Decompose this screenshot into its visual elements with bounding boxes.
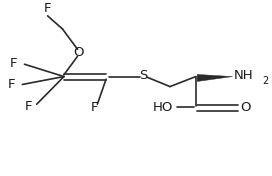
Text: HO: HO (153, 101, 173, 114)
Text: F: F (91, 101, 98, 114)
Text: O: O (74, 46, 84, 59)
Text: NH: NH (234, 69, 254, 82)
Text: F: F (9, 57, 17, 70)
Polygon shape (197, 74, 233, 81)
Text: S: S (140, 69, 148, 82)
Text: F: F (44, 2, 51, 15)
Text: F: F (7, 78, 15, 91)
Text: O: O (241, 101, 251, 114)
Text: F: F (25, 100, 32, 113)
Text: 2: 2 (262, 76, 268, 86)
